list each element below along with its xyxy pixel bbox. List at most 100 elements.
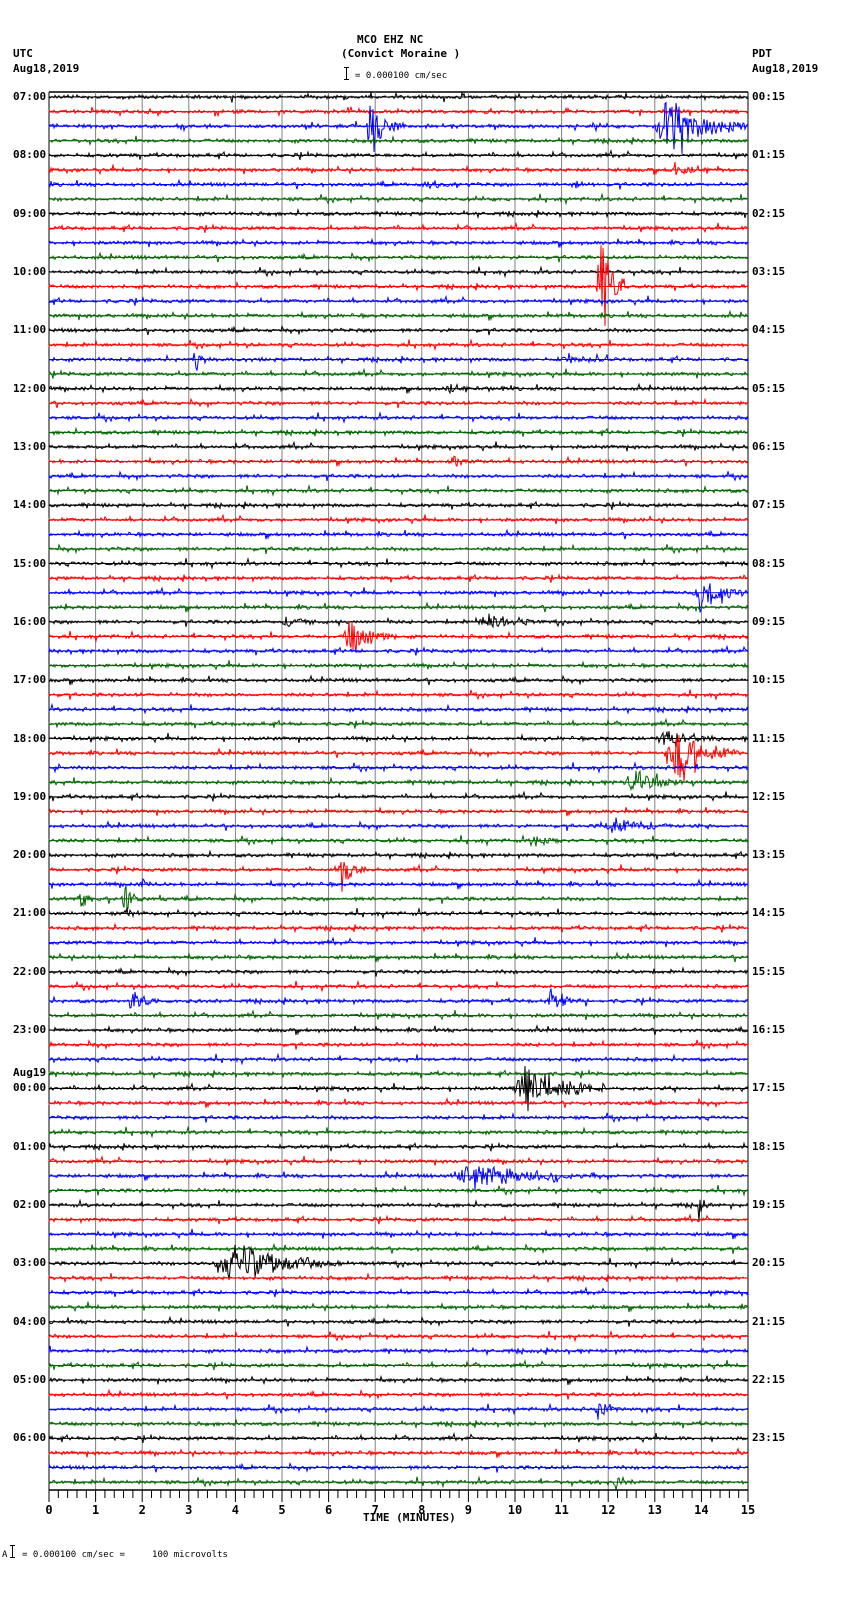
seismic-trace	[48, 245, 749, 327]
seismic-trace	[48, 885, 749, 910]
pdt-hour-label: 08:15	[752, 556, 786, 570]
x-tick-label: 15	[741, 1503, 755, 1517]
seismic-trace	[48, 426, 749, 438]
seismic-trace	[48, 178, 749, 190]
station-title: MCO EHZ NC	[357, 33, 424, 46]
seismic-trace	[48, 966, 749, 978]
pdt-hour-label: 00:15	[752, 90, 786, 103]
seismic-trace	[48, 613, 748, 629]
utc-hour-label: 21:00	[13, 906, 47, 920]
seismic-trace	[48, 660, 749, 671]
seismic-trace	[48, 1461, 749, 1473]
seismic-trace	[48, 221, 749, 234]
pdt-hour-label: 12:15	[752, 789, 786, 803]
seismic-trace	[48, 1475, 749, 1490]
x-tick-label: 8	[418, 1503, 425, 1517]
x-tick-label: 6	[325, 1503, 332, 1517]
seismic-trace	[48, 730, 749, 748]
seismic-trace	[48, 411, 749, 425]
seismic-trace	[48, 106, 749, 118]
right-date: Aug18,2019	[752, 62, 819, 75]
pdt-hour-label: 21:15	[752, 1314, 786, 1328]
seismic-trace	[48, 601, 749, 613]
utc-hour-label: 03:00	[13, 1256, 47, 1270]
utc-hour-label: 16:00	[13, 614, 47, 628]
seismic-trace	[48, 294, 749, 307]
pdt-hour-label: 15:15	[752, 964, 786, 978]
seismic-trace	[48, 769, 749, 792]
seismic-trace	[48, 237, 749, 249]
x-tick-label: 9	[465, 1503, 472, 1517]
seismic-trace	[48, 922, 749, 934]
seismic-trace	[48, 101, 749, 154]
utc-hour-label: 19:00	[13, 789, 47, 803]
seismic-trace	[48, 1125, 749, 1139]
seismic-trace	[48, 192, 749, 206]
x-tick-label: 1	[92, 1503, 99, 1517]
seismic-trace	[48, 1213, 749, 1225]
seismic-trace	[48, 761, 749, 774]
seismic-trace	[48, 717, 749, 729]
utc-hour-label: 20:00	[13, 848, 47, 862]
seismic-trace	[48, 1345, 749, 1357]
seismic-trace	[48, 500, 749, 511]
seismic-trace	[48, 806, 749, 817]
seismic-trace	[48, 149, 749, 161]
utc-hour-label: 14:00	[13, 498, 47, 512]
seismic-trace	[48, 1141, 749, 1153]
seismic-trace	[48, 1272, 749, 1284]
x-tick-label: 5	[278, 1503, 285, 1517]
seismic-trace	[48, 1184, 749, 1197]
scale-text: = 0.000100 cm/sec	[355, 71, 448, 81]
seismic-trace	[48, 382, 749, 395]
utc-hour-label: 04:00	[13, 1314, 47, 1328]
seismic-trace	[48, 440, 749, 452]
seismic-trace	[48, 1402, 749, 1420]
utc-hour-label: 07:00	[13, 90, 47, 103]
seismic-trace	[48, 1228, 749, 1240]
pdt-hour-label: 06:15	[752, 439, 786, 453]
seismic-trace	[48, 833, 749, 848]
utc-hour-label: 12:00	[13, 381, 47, 395]
seismic-trace	[48, 455, 749, 468]
utc-hour-label: 05:00	[13, 1373, 47, 1387]
seismic-trace	[48, 1024, 749, 1036]
seismic-trace	[48, 817, 749, 833]
pdt-hour-label: 14:15	[752, 906, 786, 920]
left-timezone: UTC	[13, 47, 33, 60]
seismic-trace	[48, 543, 749, 555]
seismic-trace	[48, 1374, 749, 1386]
seismic-trace	[48, 1039, 748, 1051]
x-tick-label: 11	[554, 1503, 568, 1517]
seismic-trace	[48, 1431, 749, 1444]
seismic-trace	[48, 528, 749, 540]
pdt-hour-label: 17:15	[752, 1081, 786, 1095]
seismic-trace	[48, 861, 749, 892]
seismic-trace	[48, 906, 749, 920]
left-date: Aug18,2019	[13, 62, 80, 75]
pdt-hour-label: 07:15	[752, 498, 786, 512]
seismic-trace	[48, 735, 749, 782]
utc-hour-label: 01:00	[13, 1139, 47, 1153]
pdt-hour-label: 18:15	[752, 1139, 786, 1153]
seismic-trace	[48, 251, 749, 263]
x-tick-label: 7	[372, 1503, 379, 1517]
seismic-trace	[48, 1009, 749, 1021]
pdt-hour-label: 05:15	[752, 381, 786, 395]
seismic-trace	[48, 583, 749, 613]
seismic-trace	[48, 135, 749, 147]
traces	[48, 91, 749, 1490]
seismic-trace	[48, 1244, 749, 1280]
scale-bar-icon	[344, 67, 352, 80]
seismic-trace	[48, 1447, 749, 1459]
seismic-trace	[48, 352, 749, 371]
x-tick-label: 10	[508, 1503, 522, 1517]
pdt-hour-label: 10:15	[752, 673, 786, 687]
seismic-trace	[48, 397, 749, 409]
seismic-trace	[48, 1155, 749, 1167]
seismic-trace	[48, 1286, 749, 1298]
utc-hour-label: 18:00	[13, 731, 47, 745]
seismic-trace	[48, 1052, 749, 1066]
seismic-trace	[48, 936, 749, 948]
x-axis-title: TIME (MINUTES)	[363, 1511, 456, 1524]
